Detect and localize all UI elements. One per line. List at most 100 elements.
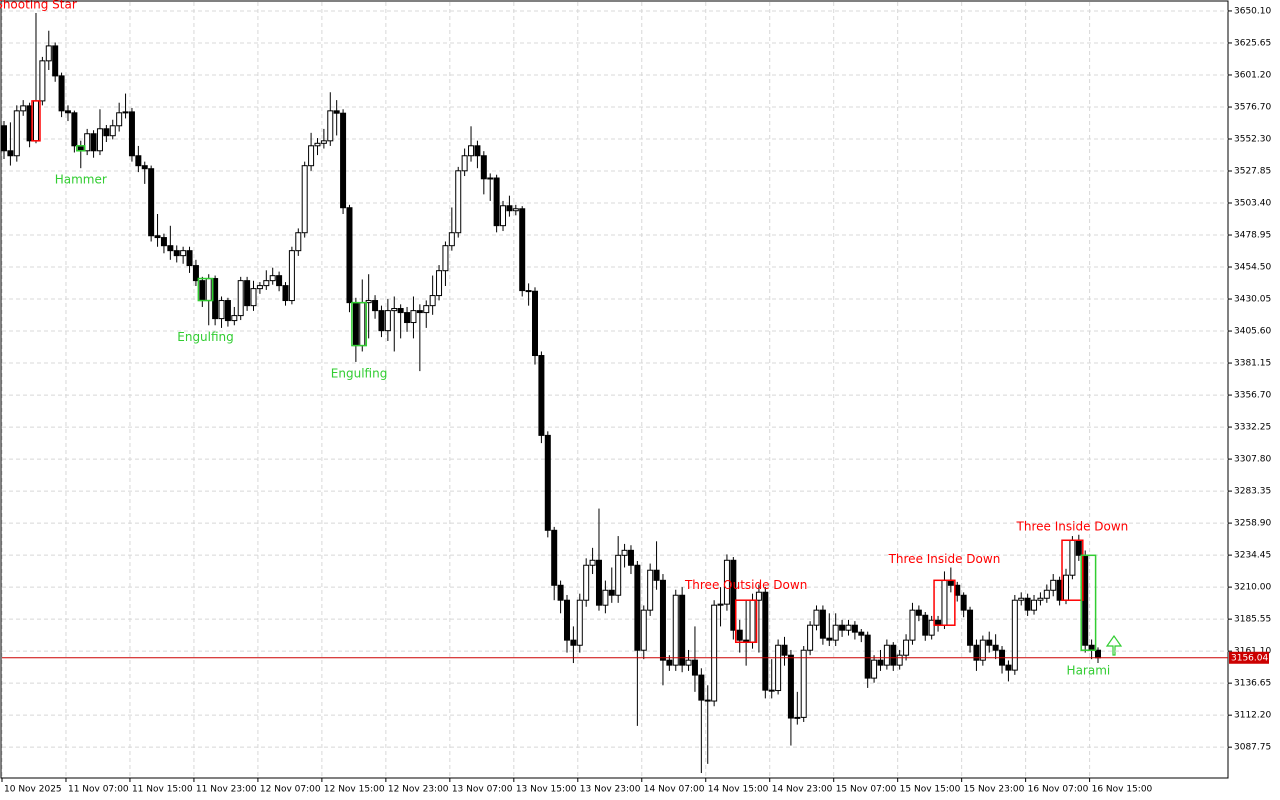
- candle-body: [858, 631, 865, 636]
- candle-body: [576, 599, 583, 646]
- y-tick-label: 3112.20: [1234, 711, 1271, 721]
- candle-body: [871, 659, 878, 679]
- candle-body: [154, 235, 161, 239]
- candle-body: [794, 716, 801, 719]
- candle-body: [436, 270, 443, 297]
- candle-body: [570, 639, 577, 646]
- candle-body: [960, 594, 967, 611]
- y-tick-label: 3161.10: [1234, 647, 1271, 657]
- candle-body: [423, 305, 430, 314]
- y-tick-label: 3576.70: [1234, 103, 1271, 113]
- candle-body: [288, 250, 295, 302]
- candle-body: [231, 315, 238, 322]
- x-tick-label: 13 Nov 07:00: [452, 785, 513, 795]
- candle-body: [877, 659, 884, 666]
- candle-body: [595, 559, 602, 606]
- candle-body: [308, 145, 315, 167]
- candle-body: [186, 250, 193, 267]
- candle-body: [986, 639, 993, 646]
- candle-body: [180, 250, 187, 257]
- y-tick-label: 3430.05: [1234, 295, 1271, 305]
- candle-body: [967, 609, 974, 646]
- y-tick-label: 3332.25: [1234, 423, 1271, 433]
- y-tick-label: 3601.20: [1234, 70, 1271, 80]
- candle-body: [269, 275, 276, 282]
- last-price-label: 3156.04: [1231, 653, 1268, 663]
- candle-body: [717, 603, 724, 606]
- candle-body: [672, 594, 679, 666]
- candle-body: [544, 434, 551, 531]
- y-tick-label: 3503.40: [1234, 199, 1271, 209]
- candle-body: [314, 142, 321, 147]
- candle-body: [237, 280, 244, 317]
- candle-body: [1018, 597, 1025, 601]
- candle-body: [359, 302, 366, 347]
- candle-body: [122, 111, 129, 114]
- y-tick-label: 3527.85: [1234, 166, 1271, 176]
- candle-body: [141, 165, 148, 170]
- x-tick-label: 14 Nov 07:00: [644, 785, 705, 795]
- candle-body: [749, 599, 756, 643]
- plot-frame: [0, 0, 1229, 779]
- candle-body: [813, 609, 820, 626]
- candle-body: [250, 288, 257, 307]
- candle-body: [762, 591, 769, 691]
- candle-body: [384, 310, 391, 332]
- candle-body: [1005, 664, 1012, 671]
- candle-body: [429, 295, 436, 307]
- candle-body: [653, 569, 660, 581]
- y-tick-label: 3552.30: [1234, 134, 1271, 144]
- candle-body: [256, 285, 263, 290]
- candle-body: [1069, 539, 1076, 576]
- pattern-label: Three Outside Down: [684, 578, 807, 592]
- candle-body: [1024, 597, 1031, 611]
- candle-body: [615, 554, 622, 596]
- candle-body: [634, 564, 641, 651]
- candle-body: [532, 290, 539, 357]
- y-tick-label: 3650.10: [1234, 6, 1271, 16]
- candle-body: [704, 699, 711, 702]
- candle-body: [20, 105, 27, 112]
- candle-body: [199, 280, 206, 302]
- candle-body: [915, 609, 922, 616]
- candle-body: [135, 155, 142, 167]
- candle-body: [32, 100, 39, 142]
- candle-body: [602, 589, 609, 606]
- candle-body: [890, 644, 897, 666]
- x-tick-label: 11 Nov 07:00: [68, 785, 129, 795]
- candle-body: [659, 579, 666, 661]
- candle-body: [346, 207, 353, 304]
- candle-body: [883, 644, 890, 666]
- candle-body: [736, 629, 743, 641]
- candle-body: [685, 659, 692, 666]
- candle-body: [295, 232, 302, 252]
- candle-body: [205, 278, 212, 302]
- candle-body: [90, 133, 97, 152]
- x-tick-label: 15 Nov 15:00: [900, 785, 961, 795]
- x-tick-label: 16 Nov 07:00: [1028, 785, 1089, 795]
- pattern-box: [1061, 539, 1084, 601]
- pattern-label: Three Inside Down: [888, 552, 1001, 566]
- candle-body: [64, 110, 71, 114]
- last-price-tag: [1229, 651, 1269, 664]
- candle-body: [71, 112, 78, 147]
- candle-body: [1095, 649, 1101, 659]
- y-tick-label: 3381.15: [1234, 359, 1271, 369]
- harami-arrow: [1105, 634, 1123, 656]
- candle-body: [941, 579, 948, 626]
- candle-body: [551, 529, 558, 586]
- pattern-box: [1080, 554, 1097, 651]
- candle-body: [352, 302, 359, 347]
- candle-body: [928, 619, 935, 636]
- pattern-box: [31, 100, 41, 142]
- candle-body: [922, 614, 929, 636]
- candle-body: [1, 125, 7, 152]
- candle-body: [480, 155, 487, 180]
- y-tick-label: 3356.70: [1234, 391, 1271, 401]
- candle-body: [52, 45, 59, 77]
- candle-body: [96, 128, 103, 152]
- candle-body: [103, 128, 110, 137]
- x-tick-label: 13 Nov 23:00: [580, 785, 641, 795]
